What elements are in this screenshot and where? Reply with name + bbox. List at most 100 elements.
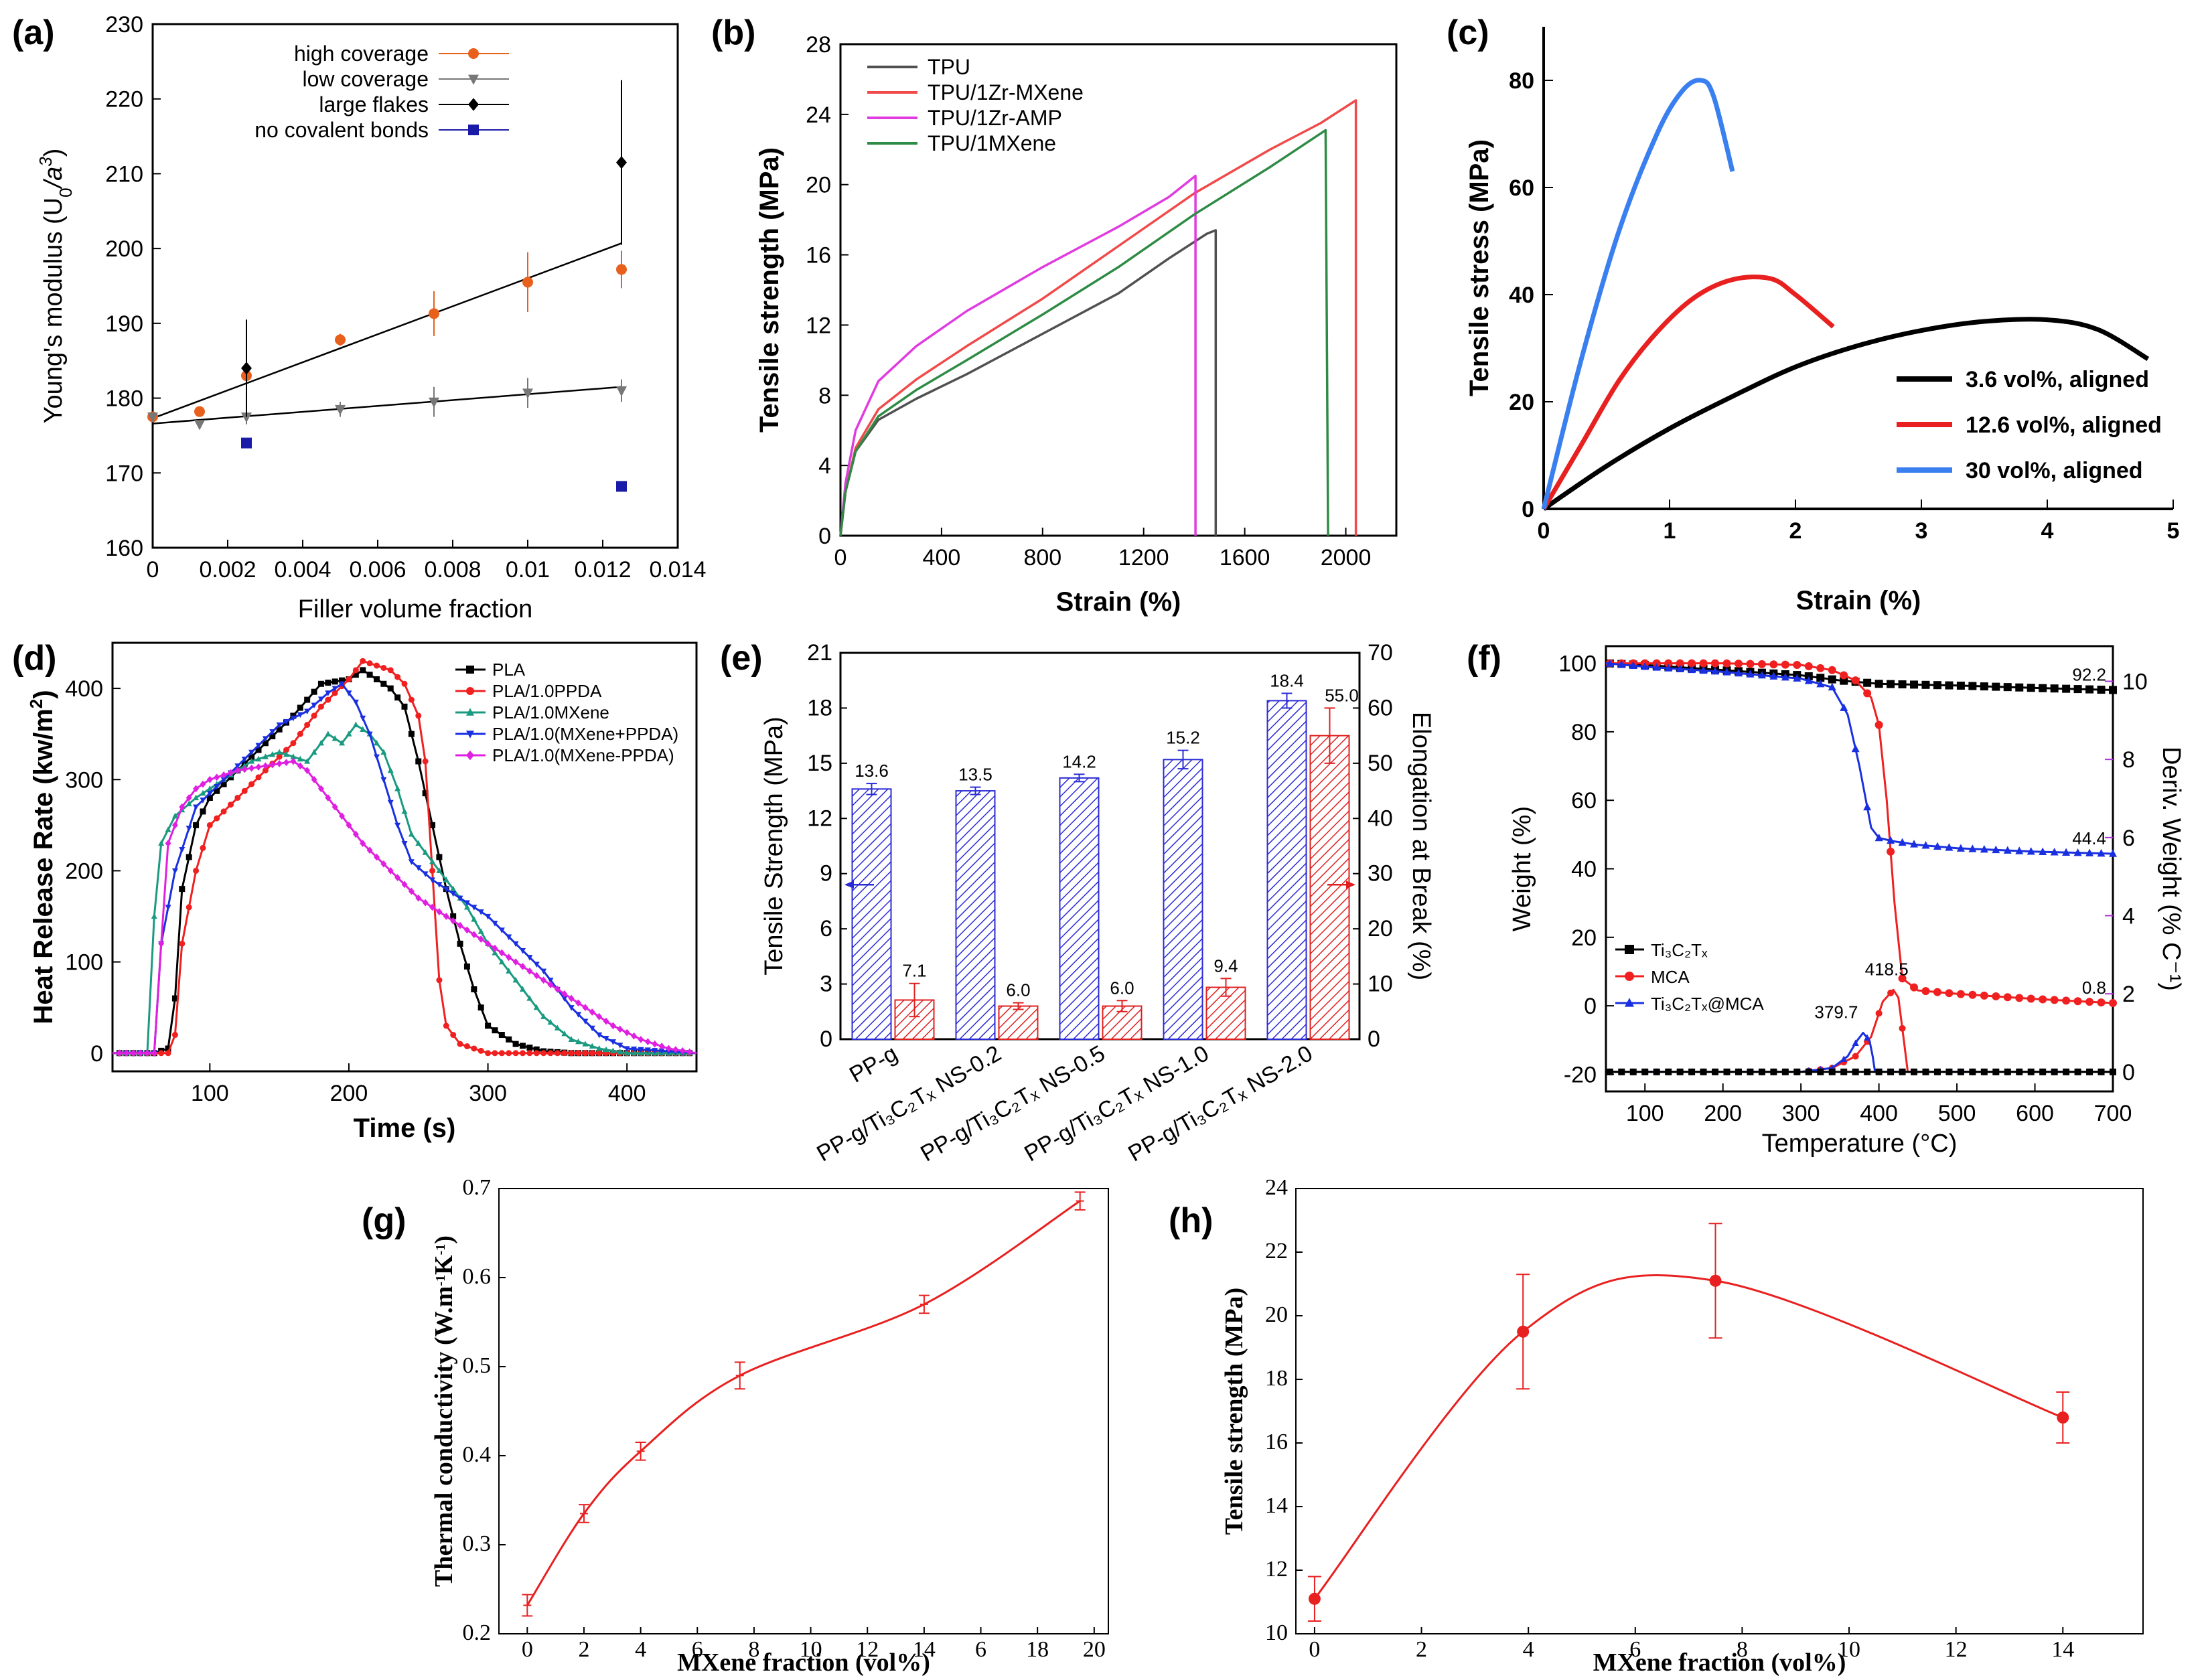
data-point xyxy=(2039,1068,2047,1075)
data-point xyxy=(408,887,415,895)
x-tick-label: 4 xyxy=(635,1637,646,1662)
legend-entry: PLA/1.0(MXene-PPDA) xyxy=(492,745,674,765)
x-tick-label: 400 xyxy=(1860,1101,1898,1126)
data-point xyxy=(186,904,192,911)
y-tick-label: 21 xyxy=(807,640,832,666)
data-point xyxy=(304,696,311,703)
data-point xyxy=(498,1050,505,1057)
data-point xyxy=(582,1018,589,1025)
data-point xyxy=(1629,1068,1637,1075)
data-point xyxy=(568,1005,575,1011)
data-point xyxy=(1605,659,1614,667)
legend-entry: no covalent bonds xyxy=(254,118,429,142)
data-point xyxy=(283,759,290,767)
data-point xyxy=(2003,846,2012,854)
data-point xyxy=(1911,1068,1918,1075)
data-point xyxy=(463,963,470,970)
x-tick-label: 8 xyxy=(748,1637,759,1662)
y-tick-label: 80 xyxy=(1571,720,1597,745)
data-point xyxy=(2050,684,2059,693)
data-point xyxy=(1734,660,1743,668)
data-point xyxy=(151,913,157,919)
data-point xyxy=(290,715,297,722)
data-point xyxy=(193,867,200,874)
data-point xyxy=(360,658,366,664)
data-point xyxy=(1709,1274,1722,1287)
data-point xyxy=(366,672,373,678)
data-point xyxy=(457,940,463,947)
y-tick-label: 0.4 xyxy=(463,1442,492,1467)
x-axis-label: MXene fraction (vol%) xyxy=(677,1649,930,1677)
x-tick-label: 6 xyxy=(692,1637,703,1662)
y-tick-label: 3 xyxy=(820,972,832,997)
y-tick-label: 200 xyxy=(65,858,103,884)
data-point xyxy=(352,667,359,674)
data-point xyxy=(506,968,512,974)
bar-label: 6.0 xyxy=(1110,978,1134,998)
data-point xyxy=(1653,1068,1660,1075)
data-point xyxy=(1968,990,1977,999)
y-tick-label: 8 xyxy=(818,383,831,408)
x-tick-label: 200 xyxy=(1704,1101,1742,1126)
data-point xyxy=(290,753,297,759)
data-point xyxy=(2085,685,2094,694)
data-point xyxy=(1898,838,1907,846)
data-point xyxy=(276,760,283,767)
y-tick-label: 210 xyxy=(105,161,143,187)
data-point xyxy=(547,981,554,989)
data-point xyxy=(1874,833,1883,842)
y-tick-label: 15 xyxy=(807,751,832,776)
data-point xyxy=(450,1032,457,1039)
y-tick-label: 0 xyxy=(90,1041,103,1067)
data-point xyxy=(526,1050,533,1057)
data-point xyxy=(360,726,366,732)
data-point xyxy=(366,731,373,738)
data-point xyxy=(171,868,178,874)
data-point xyxy=(512,1041,519,1047)
data-point xyxy=(317,785,324,793)
data-point xyxy=(165,1045,171,1052)
data-point xyxy=(335,404,346,416)
x-tick-label: 400 xyxy=(608,1081,646,1106)
data-point xyxy=(339,677,346,684)
data-point xyxy=(1874,720,1883,729)
data-point xyxy=(582,1004,589,1012)
data-point xyxy=(352,672,359,678)
data-point xyxy=(2097,848,2106,857)
deriv-line xyxy=(1606,1032,2113,1073)
data-point xyxy=(1910,983,1919,992)
data-point xyxy=(311,775,317,783)
plot-frame xyxy=(1605,645,2114,1093)
legend-entry: PLA/1.0PPDA xyxy=(492,681,602,701)
legend-entry: low coverage xyxy=(302,67,429,91)
y-tick-label: 14 xyxy=(1265,1493,1288,1518)
data-point xyxy=(568,1050,575,1057)
x-tick-label: 0 xyxy=(1309,1637,1320,1662)
data-point xyxy=(492,944,498,952)
data-point xyxy=(325,680,332,686)
data-point xyxy=(568,1036,575,1042)
y-tick-label: 20 xyxy=(1265,1302,1288,1327)
data-point xyxy=(429,858,436,864)
data-point xyxy=(1746,670,1755,678)
x-tick-label: 10 xyxy=(800,1637,822,1662)
data-point xyxy=(582,1041,589,1047)
data-point xyxy=(1781,1068,1789,1075)
data-point xyxy=(171,995,178,1002)
y-tick-label: 40 xyxy=(1571,857,1597,883)
legend-entry: TPU/1Zr-AMP xyxy=(928,106,1062,130)
data-point xyxy=(387,867,394,874)
legend-entry: 3.6 vol%, aligned xyxy=(1966,367,2149,392)
data-point xyxy=(241,765,248,773)
series-line xyxy=(113,760,697,1055)
data-point xyxy=(1746,660,1755,668)
arrow-head xyxy=(844,881,854,889)
data-point xyxy=(652,1040,658,1048)
y-tick-label: 200 xyxy=(105,236,143,262)
data-point xyxy=(193,785,200,793)
y-axis-label: Tensile stress (MPa) xyxy=(1465,139,1494,396)
x-tick-label: 4 xyxy=(1523,1637,1534,1662)
data-point xyxy=(1851,744,1860,753)
data-point xyxy=(575,1012,582,1018)
data-point xyxy=(206,785,213,791)
